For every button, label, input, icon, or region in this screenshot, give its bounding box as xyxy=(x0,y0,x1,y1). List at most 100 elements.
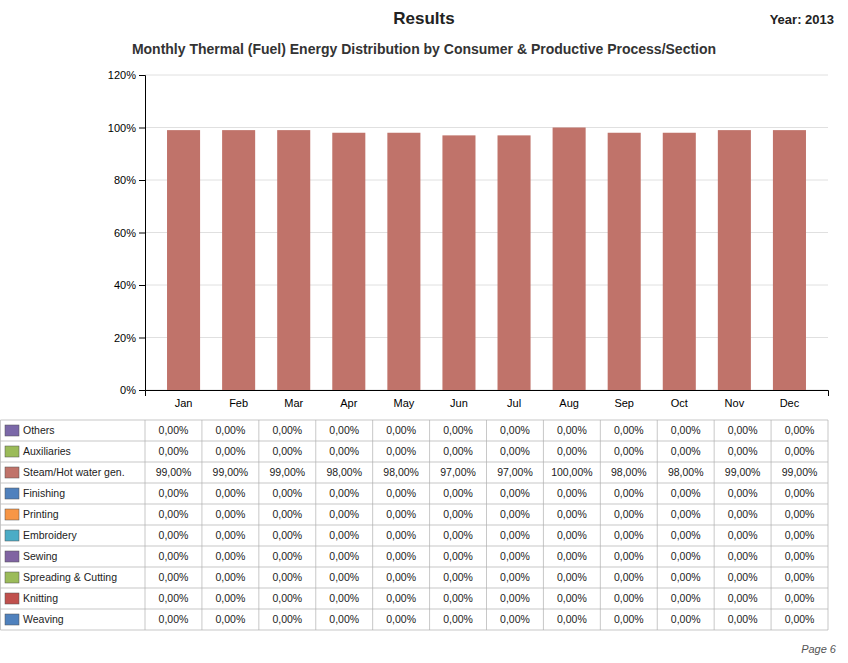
table-value: 0,00% xyxy=(785,592,815,604)
table-value: 0,00% xyxy=(215,529,245,541)
bar xyxy=(663,132,696,133)
table-border xyxy=(429,420,430,630)
tick: Feb xyxy=(229,397,248,409)
bar xyxy=(773,130,806,390)
tick: 120% xyxy=(108,69,145,81)
table-value: 0,00% xyxy=(386,592,416,604)
table-value: 0,00% xyxy=(159,571,189,583)
bar xyxy=(442,135,475,390)
table-value: 98,00% xyxy=(383,466,419,478)
table-value: 0,00% xyxy=(329,487,359,499)
bar xyxy=(332,132,365,133)
legend: Others0,00%0,00%0,00%0,00%0,00%0,00%0,00… xyxy=(1,420,829,630)
table-value: 0,00% xyxy=(215,445,245,457)
table-value: 0,00% xyxy=(272,571,302,583)
table-value: 0,00% xyxy=(386,445,416,457)
bar xyxy=(773,130,806,131)
page-label: Page 6 xyxy=(801,643,837,655)
tick-label: 80% xyxy=(114,174,136,186)
bar xyxy=(167,130,200,131)
tick-label: Mar xyxy=(284,397,303,409)
bar xyxy=(608,132,641,133)
bar xyxy=(222,130,255,390)
legend-swatch xyxy=(5,551,19,562)
axis-line xyxy=(146,391,829,397)
tick: Mar xyxy=(284,397,303,409)
tick-label: May xyxy=(393,397,414,409)
table-value: 0,00% xyxy=(159,613,189,625)
table-value: 0,00% xyxy=(329,550,359,562)
table-value: 0,00% xyxy=(557,529,587,541)
table-value: 0,00% xyxy=(159,550,189,562)
bar xyxy=(277,130,310,131)
table-value: 0,00% xyxy=(386,550,416,562)
tick: 40% xyxy=(114,279,145,291)
table-border xyxy=(201,420,202,630)
table-value: 0,00% xyxy=(671,508,701,520)
table-value: 0,00% xyxy=(215,592,245,604)
legend-entry: Embroidery xyxy=(23,529,77,541)
table-value: 0,00% xyxy=(500,424,530,436)
table-value: 0,00% xyxy=(614,613,644,625)
table-value: 0,00% xyxy=(785,487,815,499)
table-value: 0,00% xyxy=(614,508,644,520)
table-border xyxy=(1,504,829,505)
table-value: 0,00% xyxy=(557,424,587,436)
legend-swatch xyxy=(5,509,19,520)
table-value: 0,00% xyxy=(215,424,245,436)
table-value: 0,00% xyxy=(272,445,302,457)
bar xyxy=(608,132,641,133)
tick: 80% xyxy=(114,174,145,186)
bar xyxy=(167,130,200,131)
table-value: 0,00% xyxy=(671,424,701,436)
tick-label: Jan xyxy=(175,397,193,409)
table-value: 0,00% xyxy=(728,592,758,604)
bar xyxy=(608,132,641,133)
table-border xyxy=(543,420,544,630)
bar xyxy=(222,130,255,131)
table-value: 0,00% xyxy=(557,592,587,604)
bar xyxy=(773,130,806,131)
table-border xyxy=(1,462,829,463)
bar xyxy=(167,130,200,390)
table-value: 0,00% xyxy=(500,571,530,583)
table-border xyxy=(714,420,715,630)
table-value: 0,00% xyxy=(671,613,701,625)
bar xyxy=(553,127,586,128)
tick: Jan xyxy=(175,397,193,409)
tick-label: Dec xyxy=(780,397,800,409)
bar xyxy=(167,130,200,131)
legend-entry: Finishing xyxy=(23,487,65,499)
table-border xyxy=(145,420,146,630)
bar xyxy=(718,130,751,131)
table-value: 97,00% xyxy=(497,466,533,478)
bar xyxy=(332,132,365,133)
tick-label: 100% xyxy=(108,122,136,134)
table-value: 0,00% xyxy=(671,445,701,457)
table-value: 0,00% xyxy=(329,613,359,625)
bar xyxy=(608,132,641,133)
bar xyxy=(387,132,420,133)
table-value: 0,00% xyxy=(614,487,644,499)
bar xyxy=(608,132,641,133)
table-value: 0,00% xyxy=(614,445,644,457)
bar xyxy=(387,132,420,133)
bar xyxy=(498,135,531,390)
bar xyxy=(222,130,255,131)
table-value: 0,00% xyxy=(557,571,587,583)
legend-swatch xyxy=(5,593,19,604)
bar xyxy=(663,132,696,133)
table-value: 0,00% xyxy=(785,508,815,520)
table-value: 0,00% xyxy=(443,487,473,499)
bar xyxy=(608,132,641,133)
table-value: 0,00% xyxy=(785,550,815,562)
tick: Dec xyxy=(780,397,800,409)
table-value: 0,00% xyxy=(215,550,245,562)
legend-swatch xyxy=(5,572,19,583)
bar xyxy=(332,132,365,133)
bar xyxy=(277,130,310,390)
table-border xyxy=(600,420,601,630)
table-value: 98,00% xyxy=(326,466,362,478)
table-value: 0,00% xyxy=(671,487,701,499)
table-border xyxy=(1,441,829,442)
